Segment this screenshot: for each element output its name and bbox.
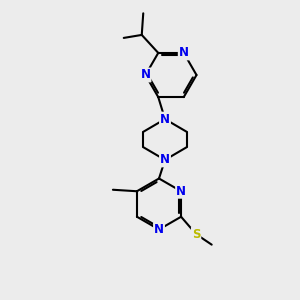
Text: N: N [160,112,170,126]
Text: N: N [160,153,170,167]
Text: S: S [192,228,200,241]
Text: N: N [176,185,186,198]
Text: N: N [179,46,189,59]
Text: N: N [140,68,151,82]
Text: N: N [154,223,164,236]
